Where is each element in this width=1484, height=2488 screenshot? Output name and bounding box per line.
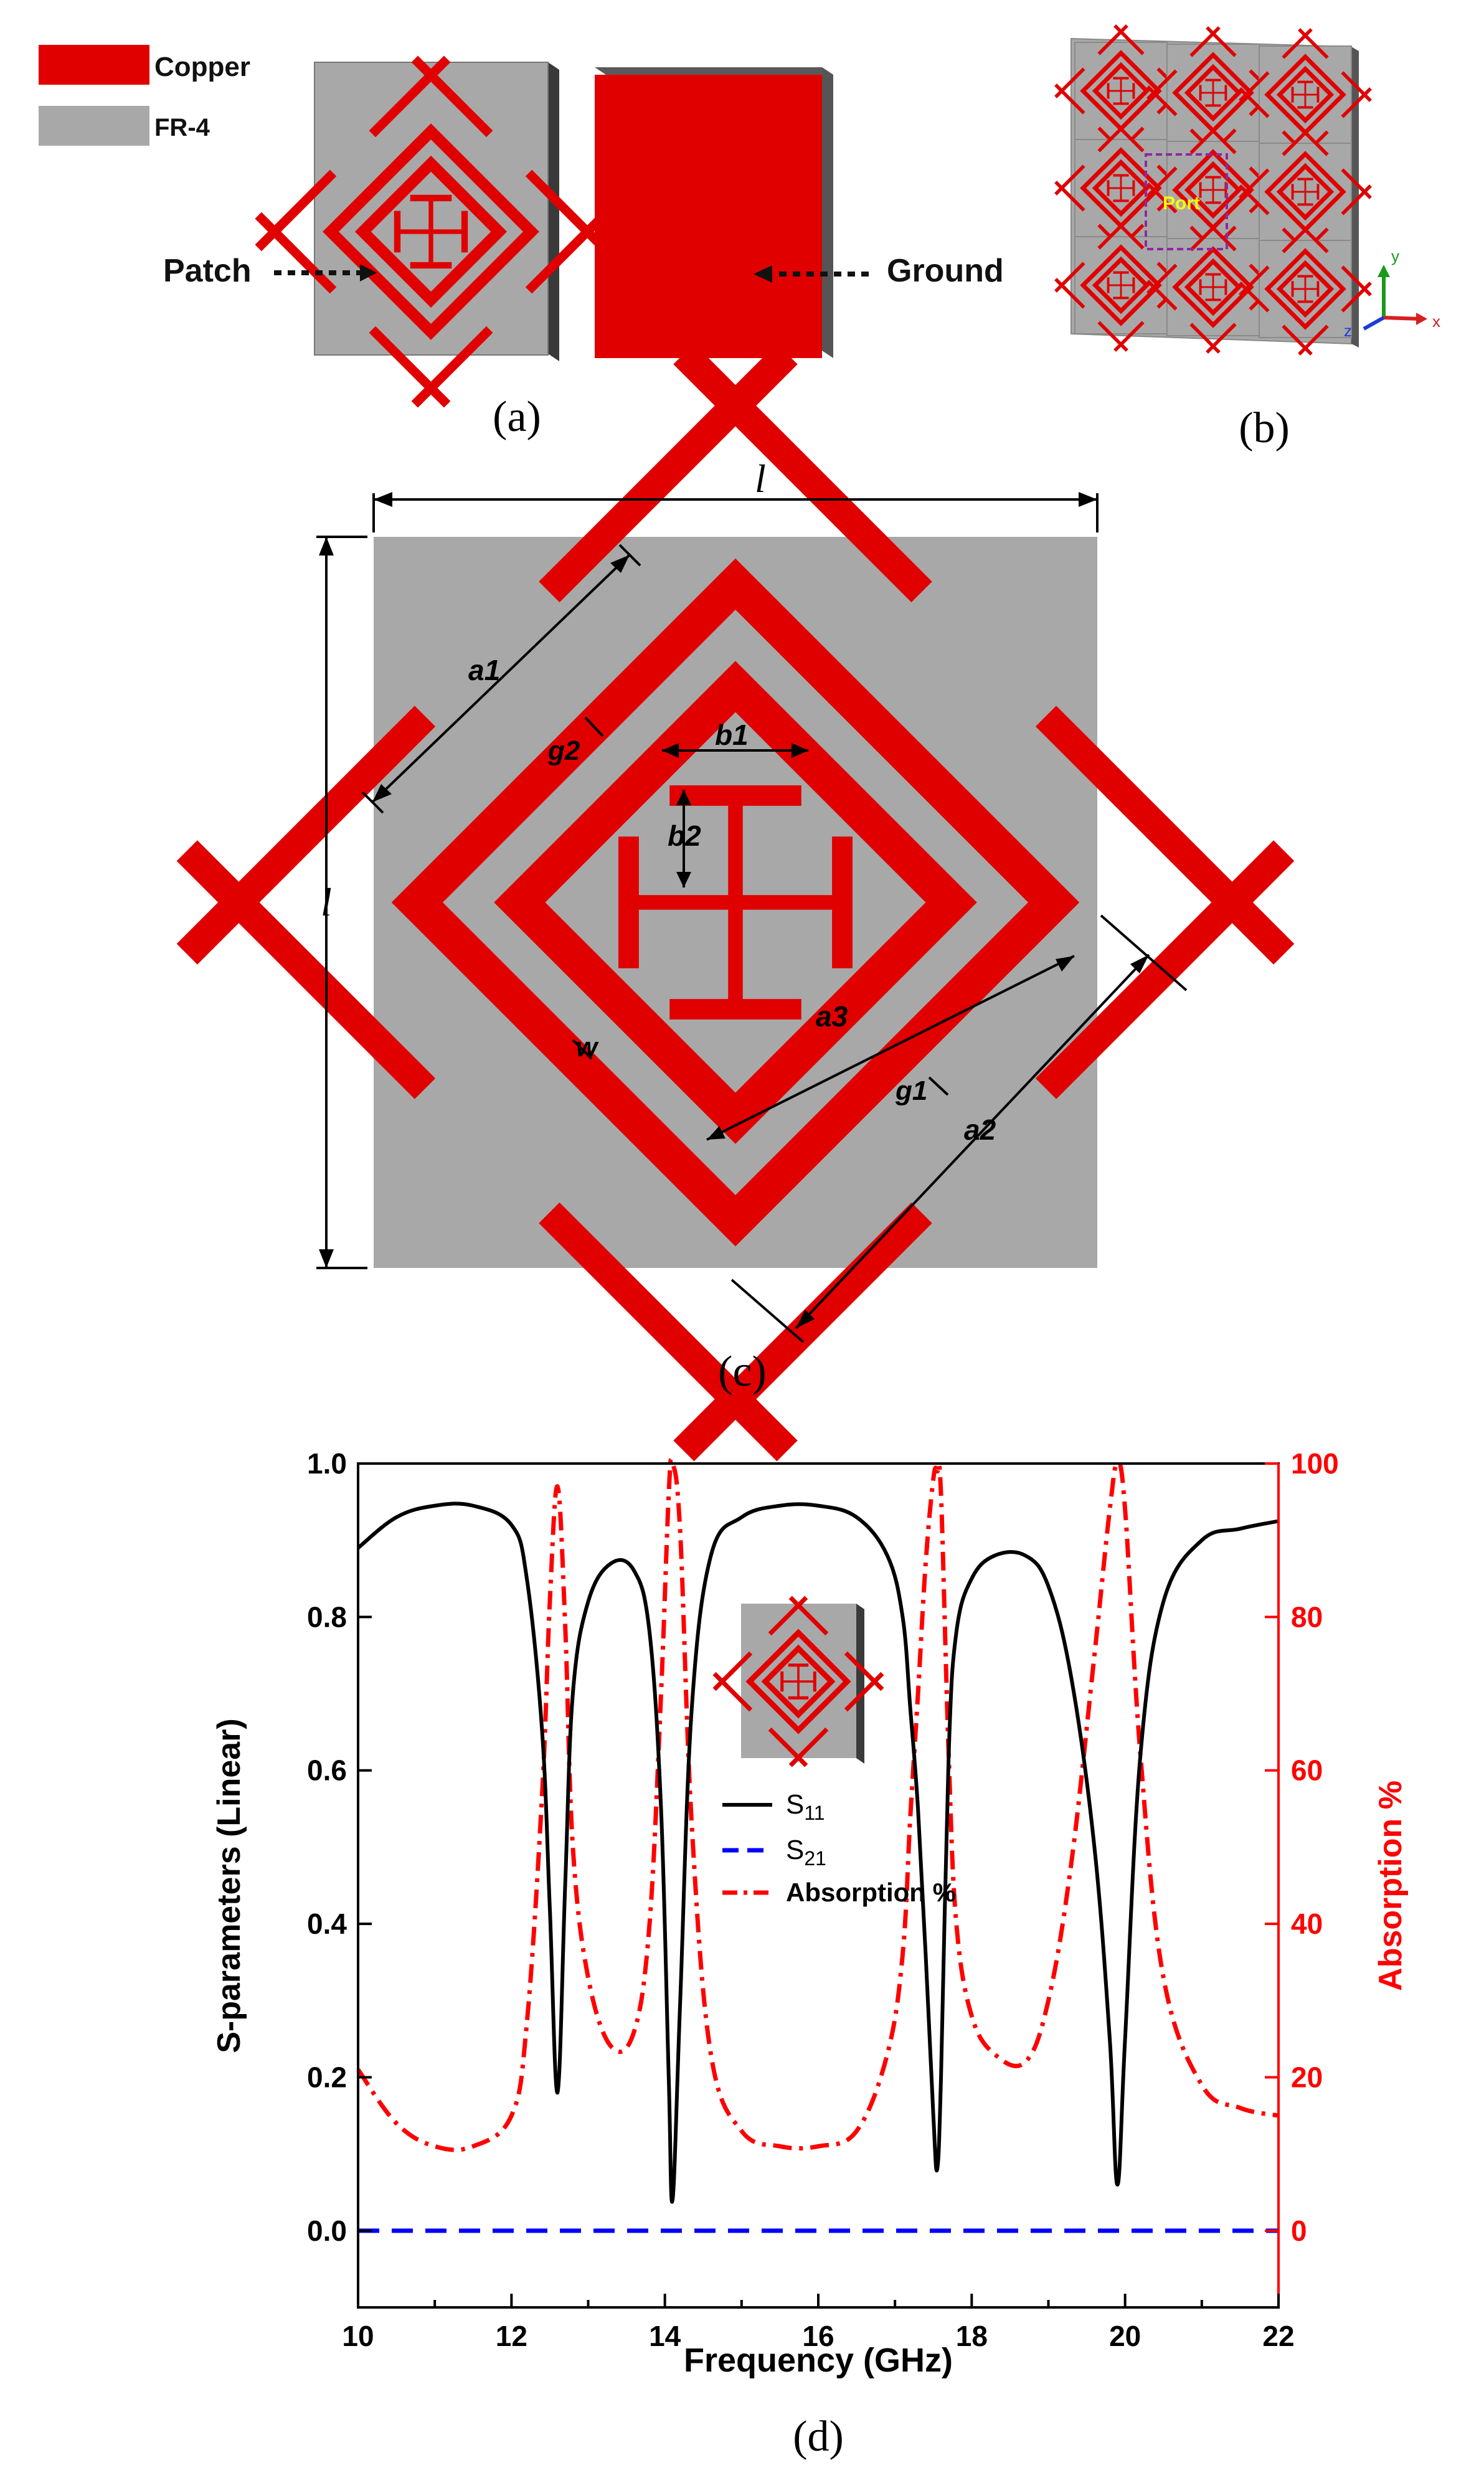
x-tick-label: 22 <box>1262 2320 1294 2352</box>
series-line-s11 <box>357 1502 1279 2204</box>
inset-unit-cell <box>706 1589 891 1774</box>
y-tick-label: 1.0 <box>307 1447 347 1480</box>
y-tick-label: 0.2 <box>307 2061 347 2093</box>
dimension-arrowheads <box>319 492 1149 1328</box>
legend-s11-label: S11 <box>786 1789 825 1824</box>
y2-tick-label: 40 <box>1291 1908 1323 1940</box>
patch-board <box>242 42 620 421</box>
dim-a1: a1 <box>468 654 500 686</box>
x-tick-label: 16 <box>802 2320 834 2352</box>
chart-ticks: 10 12 14 16 18 20 22 0.0 0.2 0.4 0.6 0.8 1.0 0 20 40 60 8… <box>307 1447 1339 2352</box>
series-line-absorption <box>356 1457 1279 2152</box>
y2-tick-label: 80 <box>1291 1601 1323 1633</box>
y-tick-label: 0.8 <box>307 1601 347 1633</box>
dim-b1: b1 <box>715 719 749 751</box>
dim-a2: a2 <box>964 1114 996 1146</box>
array-unit-cell <box>1234 23 1377 166</box>
x-tick-label: 14 <box>649 2320 681 2352</box>
caption-a: (a) <box>493 393 541 441</box>
axis-z-label: z <box>1344 321 1352 340</box>
dim-g2: g2 <box>547 736 580 766</box>
legend-absorption-label: Absorption % <box>786 1878 956 1907</box>
array-cells <box>1049 19 1377 361</box>
material-legend: Copper FR-4 <box>39 45 250 146</box>
panel-c: l l a1 a2 a3 b1 b2 g1 g2 w (c) <box>135 302 1336 1503</box>
panel-d: 10 12 14 16 18 20 22 0.0 0.2 0.4 0.6 0.8 1.0 0 20 40 60 8… <box>211 1447 1409 2461</box>
ground-label: Ground <box>887 253 1004 289</box>
caption-b: (b) <box>1239 404 1290 452</box>
y2-axis-title: Absorption % <box>1373 1781 1409 1991</box>
chart-series-group <box>356 1457 1279 2233</box>
fr4-legend-label: FR-4 <box>154 114 210 141</box>
y-tick-label: 0.0 <box>307 2215 347 2247</box>
y2-tick-label: 60 <box>1291 1754 1323 1787</box>
copper-legend-label: Copper <box>154 52 250 82</box>
dim-l-top: l <box>755 456 766 501</box>
port-label: Port <box>1163 193 1200 214</box>
axis-x-label: x <box>1432 312 1440 331</box>
panel-a: Copper FR-4 Patch Ground (a) <box>39 42 1004 441</box>
dimension-lines <box>316 493 1188 1343</box>
x-tick-label: 20 <box>1109 2320 1141 2352</box>
x-tick-label: 18 <box>956 2320 988 2352</box>
chart-legend: S11 S21 Absorption % <box>722 1789 956 1907</box>
dim-g1: g1 <box>895 1076 927 1106</box>
array-unit-cell <box>1234 217 1377 361</box>
x-tick-label: 12 <box>496 2320 527 2352</box>
y2-tick-label: 20 <box>1291 2061 1323 2093</box>
x-axis-title: Frequency (GHz) <box>684 2342 953 2379</box>
unit-cell-pattern <box>135 302 1336 1503</box>
dim-w: w <box>576 1032 599 1062</box>
caption-d: (d) <box>793 2413 844 2461</box>
ground-board <box>595 67 833 358</box>
ground-arrowhead <box>754 265 772 283</box>
array-unit-cell <box>1234 120 1377 263</box>
x-tick-label: 10 <box>342 2320 374 2352</box>
dim-a3: a3 <box>816 1000 848 1033</box>
y2-tick-label: 100 <box>1291 1447 1339 1480</box>
caption-c: (c) <box>718 1348 767 1396</box>
y-tick-label: 0.6 <box>307 1754 347 1787</box>
patch-arrowhead <box>360 264 377 281</box>
y-axis-title: S-parameters (Linear) <box>211 1718 247 2053</box>
patch-label: Patch <box>163 253 252 289</box>
legend-s21-label: S21 <box>786 1835 826 1870</box>
y2-tick-label: 0 <box>1291 2215 1307 2247</box>
dim-b2: b2 <box>668 820 701 852</box>
dim-l-left: l <box>321 880 332 924</box>
axis-y-label: y <box>1391 247 1399 265</box>
fr4-swatch <box>39 106 149 146</box>
panel-b: Port y x z (b) <box>1049 19 1440 452</box>
s-parameter-chart: 10 12 14 16 18 20 22 0.0 0.2 0.4 0.6 0.8 1.0 0 20 40 60 8… <box>211 1447 1409 2379</box>
copper-swatch <box>39 45 149 85</box>
port-outline <box>1145 153 1228 250</box>
y-tick-label: 0.4 <box>307 1908 347 1940</box>
axis-triad: y x z <box>1344 247 1440 340</box>
